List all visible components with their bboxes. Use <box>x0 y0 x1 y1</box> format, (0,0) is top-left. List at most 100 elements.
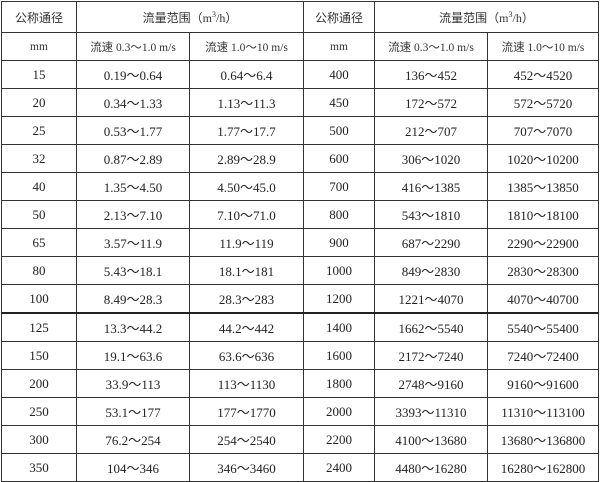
cell-dn2: 2200 <box>303 425 375 454</box>
cell-b1: 0.64～6.4 <box>189 60 304 89</box>
table-row: 250 53.1～177 177～1770 2000 3393～11310 11310～1… <box>1 397 599 426</box>
cell-a1: 0.53～1.77 <box>76 116 190 145</box>
cell-dn1: 100 <box>1 284 77 314</box>
cell-b2: 13680～136800 <box>487 425 599 454</box>
cell-a1: 0.87～2.89 <box>76 144 190 173</box>
cell-dn2: 1200 <box>303 284 375 314</box>
cell-b1: 11.9～119 <box>189 228 304 257</box>
speed-high-left: 流速 1.0～10 m/s <box>189 32 304 61</box>
cell-b2: 1810～18100 <box>487 200 599 229</box>
cell-b1: 346～3460 <box>189 453 304 482</box>
cell-dn1: 50 <box>1 200 77 229</box>
cell-a1: 19.1～63.6 <box>76 341 190 370</box>
cell-dn2: 700 <box>303 172 375 201</box>
cell-b1: 1.13～11.3 <box>189 88 304 117</box>
cell-a2: 1221～4070 <box>374 284 488 314</box>
cell-dn1: 250 <box>1 397 77 426</box>
cell-dn2: 1000 <box>303 256 375 285</box>
cell-dn2: 450 <box>303 88 375 117</box>
cell-a1: 76.2～254 <box>76 425 190 454</box>
cell-dn2: 400 <box>303 60 375 89</box>
cell-a2: 3393～11310 <box>374 397 488 426</box>
cell-a2: 212～707 <box>374 116 488 145</box>
table-row: 200 33.9～113 113～1130 1800 2748～9160 9160～916… <box>1 369 599 398</box>
cell-b2: 4070～40700 <box>487 284 599 314</box>
cell-a2: 2172～7240 <box>374 341 488 370</box>
cell-dn2: 500 <box>303 116 375 145</box>
cell-a1: 0.34～1.33 <box>76 88 190 117</box>
speed-high-right: 流速 1.0～10 m/s <box>487 32 599 61</box>
cell-a1: 53.1～177 <box>76 397 190 426</box>
cell-b2: 452～4520 <box>487 60 599 89</box>
cell-dn1: 25 <box>1 116 77 145</box>
table-row: 32 0.87～2.89 2.89～28.9 600 306～1020 1020～1020… <box>1 144 599 173</box>
cell-dn1: 200 <box>1 369 77 398</box>
dn-header-left: 公称通径 <box>1 1 77 33</box>
cell-b2: 7240～72400 <box>487 341 599 370</box>
cell-a2: 849～2830 <box>374 256 488 285</box>
cell-dn2: 800 <box>303 200 375 229</box>
cell-a2: 136～452 <box>374 60 488 89</box>
table-row: 50 2.13～7.10 7.10～71.0 800 543～1810 1810～1810… <box>1 200 599 229</box>
flow-header-right: 流量范围（m3/h） <box>374 1 599 33</box>
cell-dn1: 15 <box>1 60 77 89</box>
cell-dn2: 600 <box>303 144 375 173</box>
cell-b1: 44.2～442 <box>189 312 304 342</box>
unit-right: mm <box>303 32 375 61</box>
cell-b1: 18.1～181 <box>189 256 304 285</box>
cell-dn1: 32 <box>1 144 77 173</box>
cell-b2: 16280～162800 <box>487 453 599 482</box>
cell-dn2: 900 <box>303 228 375 257</box>
cell-dn2: 2000 <box>303 397 375 426</box>
cell-b1: 7.10～71.0 <box>189 200 304 229</box>
cell-a1: 5.43～18.1 <box>76 256 190 285</box>
table-row: 150 19.1～63.6 63.6～636 1600 2172～7240 7240～72… <box>1 341 599 370</box>
cell-dn2: 2400 <box>303 453 375 482</box>
cell-dn2: 1800 <box>303 369 375 398</box>
header-row-1: 公称通径 流量范围（m3/h） 公称通径 流量范围（m3/h） <box>1 1 599 33</box>
cell-b1: 177～1770 <box>189 397 304 426</box>
table-row: 80 5.43～18.1 18.1～181 1000 849～2830 2830～2830… <box>1 256 599 285</box>
table-row: 350 104～346 346～3460 2400 4480～16280 16280～16… <box>1 453 599 482</box>
cell-b2: 5540～55400 <box>487 312 599 342</box>
cell-a2: 416～1385 <box>374 172 488 201</box>
table-row: 125 13.3～44.2 44.2～442 1400 1662～5540 5540～55… <box>1 312 599 342</box>
cell-a1: 0.19～0.64 <box>76 60 190 89</box>
cell-b1: 1.77～17.7 <box>189 116 304 145</box>
header-row-2: mm 流速 0.3～1.0 m/s 流速 1.0～10 m/s mm 流速 0.… <box>1 32 599 61</box>
cell-b2: 572～5720 <box>487 88 599 117</box>
cell-b1: 2.89～28.9 <box>189 144 304 173</box>
dn-header-right: 公称通径 <box>303 1 375 33</box>
cell-b2: 9160～91600 <box>487 369 599 398</box>
cell-b1: 254～2540 <box>189 425 304 454</box>
cell-b2: 11310～113100 <box>487 397 599 426</box>
table-row: 20 0.34～1.33 1.13～11.3 450 172～572 572～5720 <box>1 88 599 117</box>
cell-a1: 33.9～113 <box>76 369 190 398</box>
cell-a1: 3.57～11.9 <box>76 228 190 257</box>
speed-low-left: 流速 0.3～1.0 m/s <box>76 32 190 61</box>
cell-dn1: 350 <box>1 453 77 482</box>
cell-b1: 63.6～636 <box>189 341 304 370</box>
cell-dn1: 300 <box>1 425 77 454</box>
cell-a2: 306～1020 <box>374 144 488 173</box>
table-row: 300 76.2～254 254～2540 2200 4100～13680 13680～1… <box>1 425 599 454</box>
table-row: 15 0.19～0.64 0.64～6.4 400 136～452 452～4520 <box>1 60 599 89</box>
cell-a2: 1662～5540 <box>374 312 488 342</box>
table-row: 65 3.57～11.9 11.9～119 900 687～2290 2290～22900 <box>1 228 599 257</box>
cell-dn1: 65 <box>1 228 77 257</box>
cell-dn1: 20 <box>1 88 77 117</box>
cell-b1: 4.50～45.0 <box>189 172 304 201</box>
cell-a1: 2.13～7.10 <box>76 200 190 229</box>
cell-b1: 28.3～283 <box>189 284 304 314</box>
cell-dn2: 1600 <box>303 341 375 370</box>
cell-a2: 687～2290 <box>374 228 488 257</box>
cell-a1: 104～346 <box>76 453 190 482</box>
cell-dn1: 125 <box>1 312 77 342</box>
cell-a2: 2748～9160 <box>374 369 488 398</box>
table-row: 100 8.49～28.3 28.3～283 1200 1221～4070 4070～40… <box>1 284 599 314</box>
cell-dn2: 1400 <box>303 312 375 342</box>
cell-b2: 1020～10200 <box>487 144 599 173</box>
cell-a1: 13.3～44.2 <box>76 312 190 342</box>
table-row: 25 0.53～1.77 1.77～17.7 500 212～707 707～7070 <box>1 116 599 145</box>
